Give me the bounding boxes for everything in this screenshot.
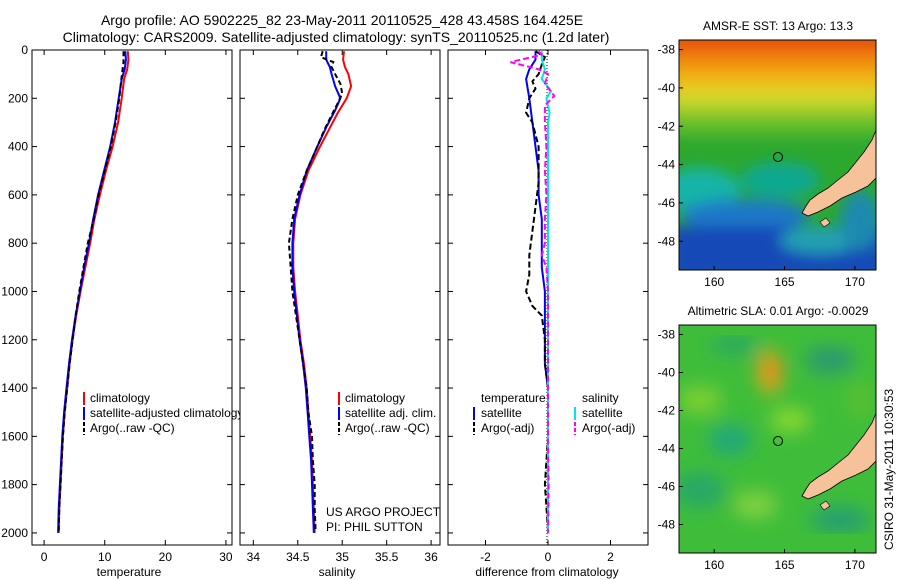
- x-tick-label: 20: [159, 550, 173, 564]
- latitude-tick-label: -38: [658, 328, 676, 342]
- longitude-tick-label: 160: [704, 558, 724, 572]
- stewart-island: [819, 500, 831, 511]
- depth-tick-label: 400: [8, 140, 28, 154]
- sla-map-title: Altimetric SLA: 0.01 Argo: -0.0029: [688, 304, 869, 318]
- latitude-tick-label: -40: [658, 81, 676, 95]
- x-tick-label: 0: [41, 550, 48, 564]
- depth-tick-label: 800: [8, 236, 28, 250]
- new-zealand-landmass: [801, 129, 876, 217]
- depth-tick-label: 1400: [1, 381, 28, 395]
- depth-tick-label: 600: [8, 188, 28, 202]
- sst-map-frame: [678, 39, 877, 271]
- salinity-profile-panel: 34 34.5 35 35.5 36 salinity climatology sate…: [239, 49, 441, 579]
- argo-profile-marker: [773, 436, 783, 446]
- depth-tick-label: 0: [21, 43, 28, 57]
- sla-heatmap: [679, 325, 876, 553]
- latitude-tick-label: -44: [658, 158, 676, 172]
- x-tick-label: 34: [247, 550, 261, 564]
- stewart-island: [819, 217, 831, 228]
- longitude-tick-label: 160: [704, 275, 724, 289]
- longitude-tick-label: 165: [775, 558, 795, 572]
- depth-tick-label: 1200: [1, 333, 28, 347]
- difference-legend: temperature satellite Argo(-adj) salinit…: [473, 391, 635, 435]
- latitude-tick-label: -42: [658, 404, 676, 418]
- legend-label-argo: Argo(..raw -QC): [345, 421, 430, 435]
- legend-label-climatology: climatology: [90, 391, 150, 405]
- temperature-plot-frame: [31, 49, 233, 546]
- x-tick-label: -2: [480, 550, 491, 564]
- temperature-profile-panel: 0 10 20 30 0 200 400 600 800 1000 1200 1400 1600 1800…: [1, 43, 243, 579]
- salinity-axis-label: salinity: [319, 565, 356, 579]
- figure-title-line1: Argo profile: AO 5902225_82 23-May-2011 …: [101, 12, 583, 28]
- x-tick-label: 10: [98, 550, 112, 564]
- legend-label-temp-argo: Argo(-adj): [481, 421, 534, 435]
- new-zealand-landmass: [801, 412, 876, 500]
- longitude-tick-label: 165: [775, 275, 795, 289]
- depth-tick-label: 1800: [1, 478, 28, 492]
- difference-profile-panel: -2 0 2 difference from climatology tempera…: [447, 49, 649, 579]
- sst-heatmap: [679, 40, 876, 270]
- series-line-temperature-argo-adj: [525, 50, 549, 531]
- legend-label-argo: Argo(..raw -QC): [90, 421, 175, 435]
- temperature-legend: climatology satellite-adjusted climatolo…: [83, 391, 243, 435]
- legend-label-sal-argo: Argo(-adj): [582, 421, 635, 435]
- legend-heading-salinity: salinity: [582, 391, 619, 405]
- series-line-argo-raw-qc: [287, 50, 344, 531]
- x-tick-label: 36: [424, 550, 438, 564]
- sst-map-title: AMSR-E SST: 13 Argo: 13.3: [703, 19, 853, 33]
- x-tick-label: 2: [607, 550, 614, 564]
- generation-timestamp: CSIRO 31-May-2011 10:30:53: [882, 388, 896, 550]
- latitude-tick-label: -42: [658, 119, 676, 133]
- legend-label-sal-satellite: satellite: [582, 406, 623, 420]
- sla-map-panel: Altimetric SLA: 0.01 Argo: -0.0029 -38-4: [658, 304, 877, 572]
- project-credit-line2: PI: PHIL SUTTON: [326, 520, 423, 534]
- series-line-salinity-argo-adj: [510, 50, 556, 533]
- series-line-satellite-adj-clim: [291, 51, 342, 533]
- figure-title-line2: Climatology: CARS2009. Satellite-adjuste…: [63, 29, 610, 45]
- x-tick-label: 30: [219, 550, 233, 564]
- legend-label-temp-satellite: satellite: [481, 406, 522, 420]
- longitude-tick-label: 170: [845, 558, 865, 572]
- x-tick-label: 35.5: [375, 550, 399, 564]
- depth-tick-label: 200: [8, 91, 28, 105]
- depth-tick-label: 1000: [1, 284, 28, 298]
- latitude-tick-label: -46: [658, 196, 676, 210]
- latitude-tick-label: -40: [658, 366, 676, 380]
- x-tick-label: 35: [336, 550, 350, 564]
- sla-map-frame: [678, 324, 877, 554]
- depth-tick-label: 2000: [1, 526, 28, 540]
- legend-label-climatology: climatology: [345, 391, 405, 405]
- difference-axis-label: difference from climatology: [475, 565, 618, 579]
- legend-label-satellite-adjusted: satellite-adjusted climatology: [90, 406, 243, 420]
- project-credit-line1: US ARGO PROJECT: [326, 505, 441, 519]
- legend-label-satellite-adj: satellite adj. clim.: [345, 406, 436, 420]
- salinity-plot-frame: [239, 49, 441, 546]
- salinity-legend: climatology satellite adj. clim. Argo(..…: [338, 391, 436, 435]
- latitude-tick-label: -44: [658, 442, 676, 456]
- x-tick-label: 34.5: [286, 550, 310, 564]
- latitude-tick-label: -48: [658, 234, 676, 248]
- argo-profile-marker: [773, 152, 783, 162]
- latitude-tick-label: -46: [658, 480, 676, 494]
- temperature-axis-label: temperature: [97, 565, 162, 579]
- latitude-tick-label: -48: [658, 518, 676, 532]
- longitude-tick-label: 170: [845, 275, 865, 289]
- series-line-argo-raw-qc: [57, 51, 125, 531]
- latitude-tick-label: -38: [658, 43, 676, 57]
- legend-heading-temperature: temperature: [481, 391, 546, 405]
- x-tick-label: 0: [545, 550, 552, 564]
- depth-tick-label: 1600: [1, 429, 28, 443]
- sst-map-panel: AMSR-E SST: 13 Argo: 13.3 -38-4: [658, 19, 877, 289]
